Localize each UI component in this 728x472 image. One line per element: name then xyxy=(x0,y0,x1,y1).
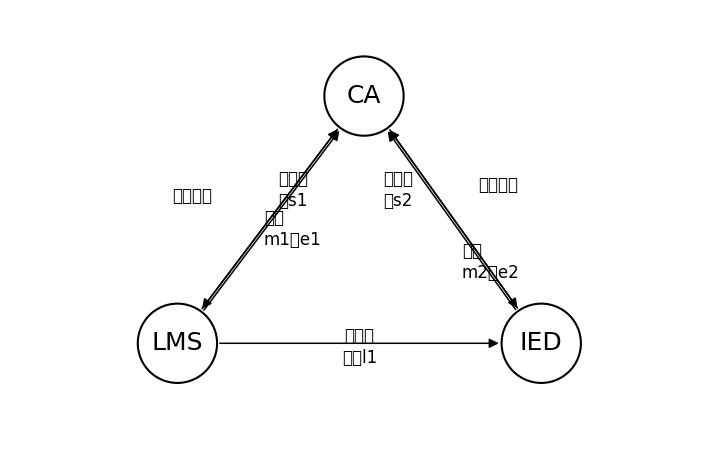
Text: 申请密钥: 申请密钥 xyxy=(478,176,518,194)
Text: 返回
m1、e1: 返回 m1、e1 xyxy=(264,209,322,249)
Text: 发送密
文s2: 发送密 文s2 xyxy=(383,170,413,211)
Circle shape xyxy=(502,303,581,383)
Circle shape xyxy=(138,303,217,383)
Text: 返回
m2、e2: 返回 m2、e2 xyxy=(462,242,520,282)
Text: 申请密钥: 申请密钥 xyxy=(173,187,213,205)
Text: 发送密
文s1: 发送密 文s1 xyxy=(277,170,308,211)
Text: IED: IED xyxy=(520,331,563,355)
Text: 发送特
征码l1: 发送特 征码l1 xyxy=(341,327,377,367)
Text: LMS: LMS xyxy=(151,331,203,355)
Text: CA: CA xyxy=(347,84,381,108)
Circle shape xyxy=(325,57,403,136)
